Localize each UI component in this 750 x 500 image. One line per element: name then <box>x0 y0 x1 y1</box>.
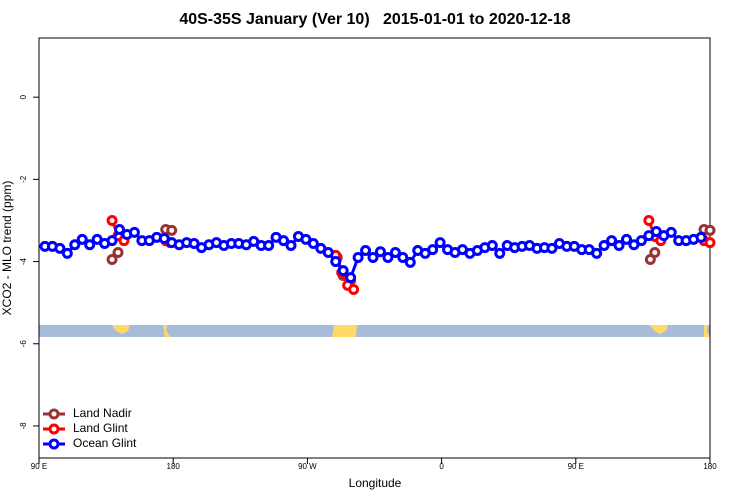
y-axis-label: XCO2 - MLO trend (ppm) <box>0 181 14 316</box>
point <box>278 235 290 247</box>
legend-marker <box>48 423 60 435</box>
x-tick-label: 180 <box>703 462 717 471</box>
point <box>486 240 498 252</box>
x-tick-label: 90 E <box>568 462 584 471</box>
x-tick-label: 90 W <box>298 462 317 471</box>
point <box>620 233 632 245</box>
point <box>285 240 297 252</box>
legend-label: Land Nadir <box>73 406 132 420</box>
legend-label: Ocean Glint <box>73 436 137 450</box>
legend-marker <box>48 408 60 420</box>
land-blob <box>112 325 130 334</box>
point <box>434 237 446 249</box>
point <box>382 251 394 263</box>
point <box>635 235 647 247</box>
point <box>322 247 334 259</box>
plot-frame <box>38 37 711 459</box>
point <box>337 265 349 277</box>
point <box>307 237 319 249</box>
point <box>345 272 357 284</box>
series-line <box>110 219 711 291</box>
point <box>606 235 618 247</box>
legend-label: Land Glint <box>73 421 128 435</box>
y-tick-label: -2 <box>19 175 28 183</box>
point <box>54 242 66 254</box>
point <box>546 242 558 254</box>
map-strip <box>39 325 710 337</box>
point <box>69 239 81 251</box>
point <box>330 256 342 268</box>
point <box>61 247 73 259</box>
x-tick-label: 0 <box>439 462 444 471</box>
x-axis-label: Longitude <box>349 476 402 490</box>
point <box>613 240 625 252</box>
point <box>84 239 96 251</box>
point <box>114 224 126 236</box>
point <box>494 247 506 259</box>
y-tick-label: -8 <box>19 422 28 430</box>
point <box>695 231 707 243</box>
point <box>389 247 401 259</box>
point <box>397 251 409 263</box>
point <box>427 244 439 256</box>
point <box>128 226 140 238</box>
ocean-strip <box>39 325 710 337</box>
land-blob <box>704 325 710 337</box>
chart-title: 40S-35S January (Ver 10) 2015-01-01 to 2… <box>179 11 570 28</box>
point <box>598 240 610 252</box>
series-line <box>110 228 711 282</box>
point <box>643 214 655 226</box>
land-blob <box>163 325 171 337</box>
y-tick-label: -4 <box>19 257 28 265</box>
point <box>263 240 275 252</box>
x-tick-label: 90 E <box>31 462 47 471</box>
point <box>665 226 677 238</box>
y-tick-label: -6 <box>19 340 28 348</box>
x-tick-label: 180 <box>167 462 181 471</box>
point <box>348 284 360 296</box>
point <box>352 251 364 263</box>
point <box>106 254 118 266</box>
point <box>404 256 416 268</box>
point <box>704 237 716 249</box>
point <box>112 247 124 259</box>
point <box>367 251 379 263</box>
y-tick-label: 0 <box>19 94 28 99</box>
point <box>106 235 118 247</box>
point <box>106 214 118 226</box>
point <box>360 244 372 256</box>
point <box>76 233 88 245</box>
land-blob <box>650 325 668 334</box>
point <box>649 247 661 259</box>
point <box>591 247 603 259</box>
legend-marker <box>48 438 60 450</box>
point <box>166 224 178 236</box>
point <box>374 246 386 258</box>
land-blob <box>332 325 357 337</box>
point <box>704 224 716 236</box>
